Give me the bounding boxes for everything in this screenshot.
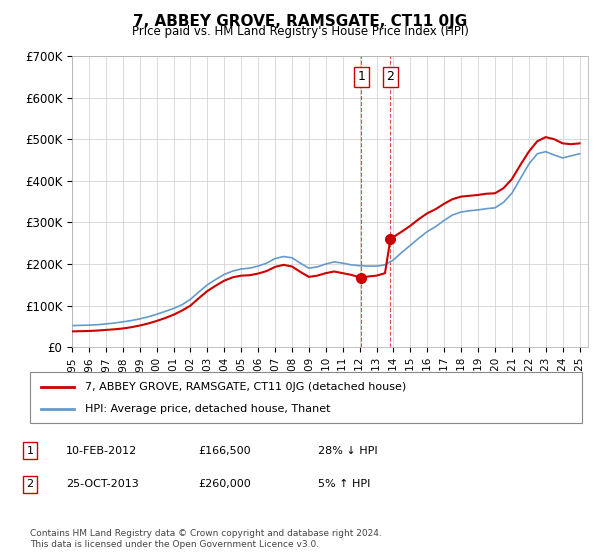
Text: 7, ABBEY GROVE, RAMSGATE, CT11 0JG: 7, ABBEY GROVE, RAMSGATE, CT11 0JG bbox=[133, 14, 467, 29]
Text: 5% ↑ HPI: 5% ↑ HPI bbox=[318, 479, 370, 489]
Text: HPI: Average price, detached house, Thanet: HPI: Average price, detached house, Than… bbox=[85, 404, 331, 414]
Text: 28% ↓ HPI: 28% ↓ HPI bbox=[318, 446, 377, 456]
FancyBboxPatch shape bbox=[30, 372, 582, 423]
Text: 1: 1 bbox=[26, 446, 34, 456]
Text: 10-FEB-2012: 10-FEB-2012 bbox=[66, 446, 137, 456]
Text: Price paid vs. HM Land Registry's House Price Index (HPI): Price paid vs. HM Land Registry's House … bbox=[131, 25, 469, 38]
Text: 7, ABBEY GROVE, RAMSGATE, CT11 0JG (detached house): 7, ABBEY GROVE, RAMSGATE, CT11 0JG (deta… bbox=[85, 381, 406, 391]
Text: £166,500: £166,500 bbox=[198, 446, 251, 456]
Text: 2: 2 bbox=[26, 479, 34, 489]
Text: 1: 1 bbox=[358, 71, 365, 83]
Text: 25-OCT-2013: 25-OCT-2013 bbox=[66, 479, 139, 489]
Text: £260,000: £260,000 bbox=[198, 479, 251, 489]
Text: Contains HM Land Registry data © Crown copyright and database right 2024.
This d: Contains HM Land Registry data © Crown c… bbox=[30, 529, 382, 549]
Text: 2: 2 bbox=[386, 71, 394, 83]
